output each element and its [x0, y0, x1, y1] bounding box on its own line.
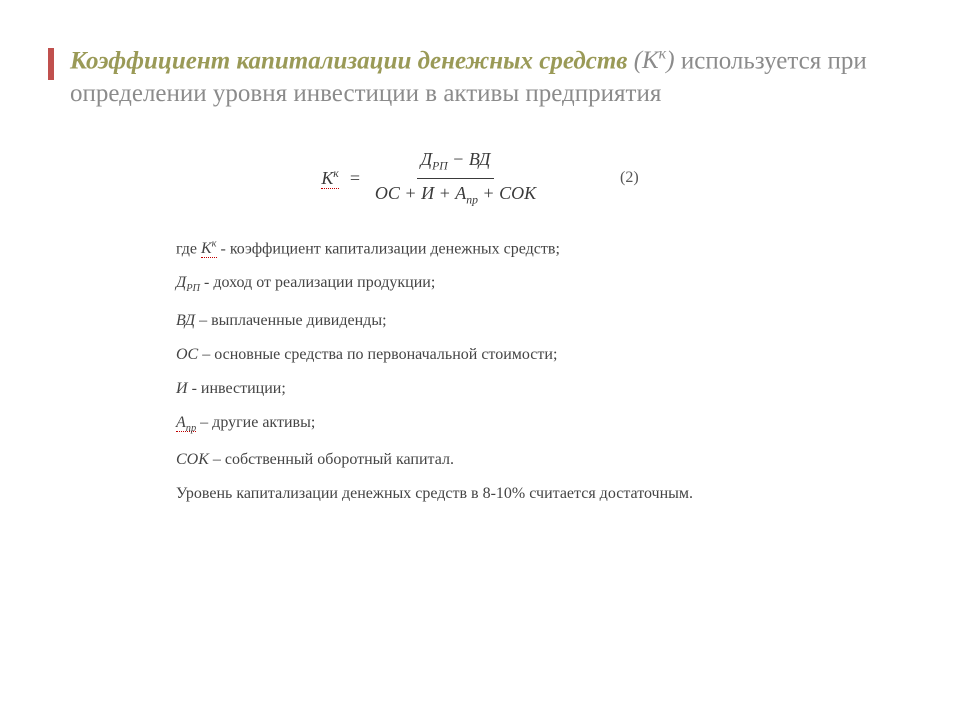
def-dash: - — [188, 380, 201, 397]
definition-line: И - инвестиции; — [176, 381, 904, 397]
def-symbol: ДРП — [176, 274, 200, 291]
def-dash: - — [200, 274, 213, 291]
slide-page: Коэффициент капитализации денежных средс… — [0, 0, 960, 720]
accent-bar — [48, 48, 54, 80]
def-text: другие активы; — [212, 414, 315, 431]
symbol-open: (К — [634, 47, 659, 74]
intro-paragraph: Коэффициент капитализации денежных средс… — [70, 44, 904, 110]
lhs-symbol: Кк — [321, 168, 338, 189]
def-dash: – — [198, 346, 214, 363]
definition-line: ДРП - доход от реализации продукции; — [176, 275, 904, 295]
def-symbol: И — [176, 380, 188, 397]
def-symbol: СОК — [176, 451, 209, 468]
intro-title: Коэффициент капитализации денежных средс… — [70, 47, 627, 74]
intro-symbol: (Кк) — [634, 47, 681, 74]
definition-line: СОК – собственный оборотный капитал. — [176, 452, 904, 468]
def-text: выплаченные дивиденды; — [211, 312, 386, 329]
closing-text: Уровень капитализации денежных средств в… — [176, 485, 693, 502]
fraction-denominator: ОС + И + Апр + СОК — [371, 179, 540, 208]
fraction-numerator: ДРП − ВД — [417, 148, 495, 178]
symbol-close: ) — [666, 47, 674, 74]
formula-row: Кк = ДРП − ВД ОС + И + Апр + СОК (2) — [56, 148, 904, 207]
def-text: коэффициент капитализации денежных средс… — [230, 240, 560, 257]
def-text: основные средства по первоначальной стои… — [214, 346, 557, 363]
def-text: инвестиции; — [201, 380, 286, 397]
definitions-block: где Кк - коэффициент капитализации денеж… — [176, 240, 904, 503]
formula-lhs: Кк — [321, 167, 338, 189]
def-dash: - — [217, 240, 230, 257]
def-dash: – — [195, 312, 211, 329]
closing-line: Уровень капитализации денежных средств в… — [176, 486, 904, 502]
def-text: доход от реализации продукции; — [213, 274, 435, 291]
def-text: собственный оборотный капитал. — [225, 451, 454, 468]
def-dash: – — [196, 414, 212, 431]
definition-line: ВД – выплаченные дивиденды; — [176, 313, 904, 329]
def-prefix: где — [176, 240, 201, 257]
equation-number: (2) — [620, 169, 639, 187]
formula: Кк = ДРП − ВД ОС + И + Апр + СОК — [321, 148, 540, 207]
def-symbol: Апр — [176, 414, 196, 432]
definition-line: где Кк - коэффициент капитализации денеж… — [176, 240, 904, 257]
def-dash: – — [209, 451, 225, 468]
equals-sign: = — [349, 168, 361, 189]
def-symbol: ВД — [176, 312, 195, 329]
formula-fraction: ДРП − ВД ОС + И + Апр + СОК — [371, 148, 540, 207]
definition-line: Апр – другие активы; — [176, 415, 904, 435]
definition-line: ОС – основные средства по первоначальной… — [176, 347, 904, 363]
def-symbol: Кк — [201, 240, 217, 258]
def-symbol: ОС — [176, 346, 198, 363]
